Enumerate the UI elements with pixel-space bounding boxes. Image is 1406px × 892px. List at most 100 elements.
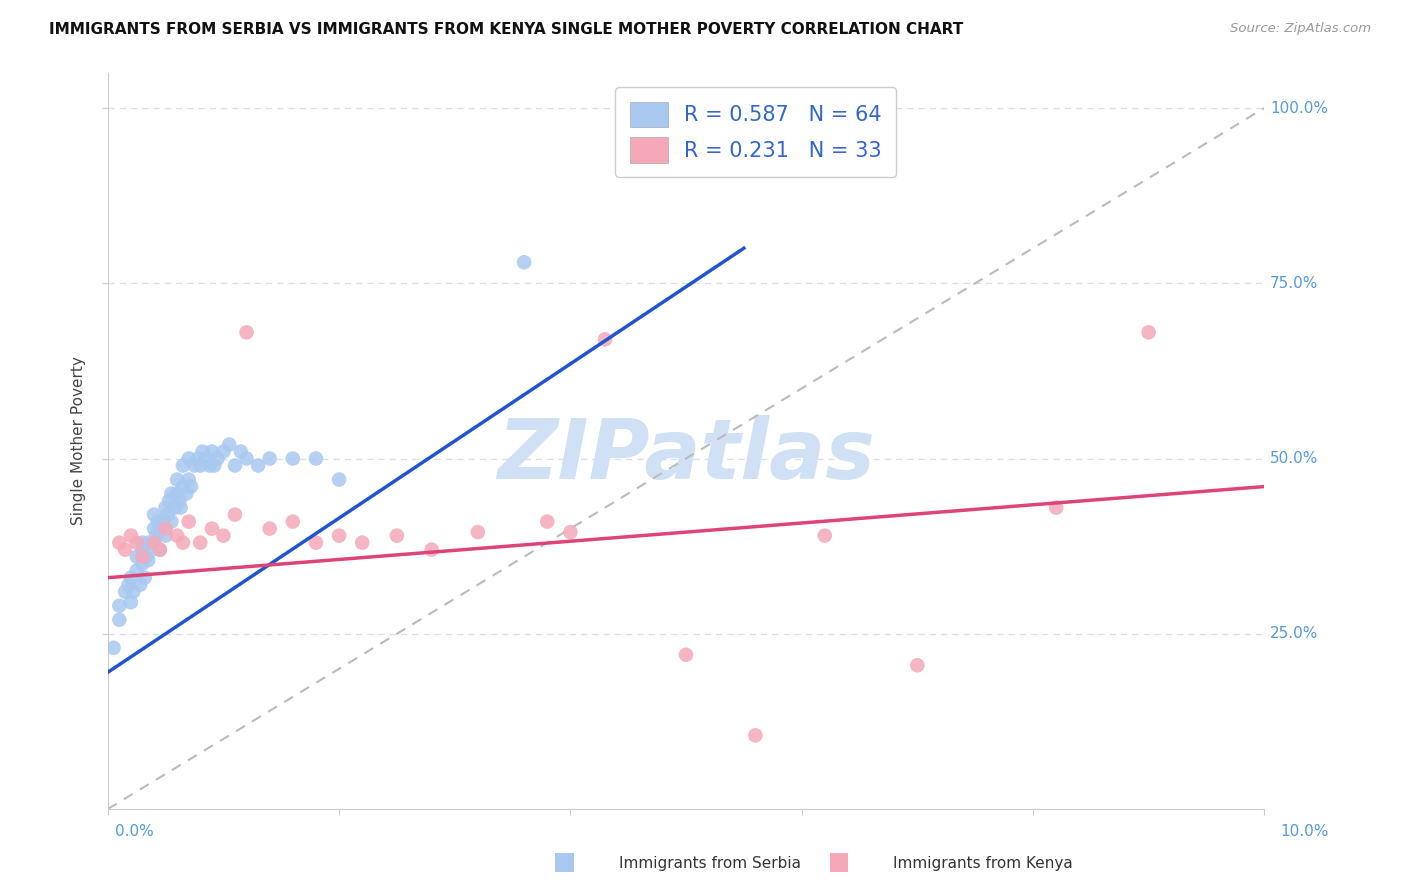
Point [352, 535, 374, 549]
Point [143, 535, 166, 549]
Point [188, 535, 211, 549]
Point [195, 451, 218, 466]
Point [420, 542, 443, 557]
Point [675, 648, 697, 662]
Point [224, 458, 246, 473]
Point [744, 728, 766, 742]
Point [114, 584, 136, 599]
Point [160, 486, 183, 500]
Point [187, 451, 209, 466]
Point [136, 535, 159, 549]
Point [149, 542, 172, 557]
Point [281, 451, 304, 466]
Text: Immigrants from Kenya: Immigrants from Kenya [893, 856, 1073, 871]
Point [143, 508, 166, 522]
Point [169, 493, 191, 508]
Text: 0.0%: 0.0% [115, 824, 155, 838]
Point [235, 326, 257, 340]
Y-axis label: Single Mother Poverty: Single Mother Poverty [72, 357, 86, 525]
Point [117, 577, 139, 591]
Point [157, 493, 180, 508]
Point [152, 515, 174, 529]
Point [235, 451, 257, 466]
Point [1045, 500, 1067, 515]
Point [172, 479, 194, 493]
Point [188, 458, 211, 473]
Legend: R = 0.587   N = 64, R = 0.231   N = 33: R = 0.587 N = 64, R = 0.231 N = 33 [616, 87, 897, 178]
Point [207, 451, 229, 466]
Text: Source: ZipAtlas.com: Source: ZipAtlas.com [1230, 22, 1371, 36]
Point [1137, 326, 1160, 340]
Point [156, 508, 179, 522]
Point [135, 549, 157, 564]
Point [125, 549, 148, 564]
Point [177, 515, 200, 529]
Point [201, 444, 224, 458]
Point [131, 535, 153, 549]
Point [247, 458, 270, 473]
Point [160, 515, 183, 529]
Point [176, 486, 198, 500]
Point [305, 451, 328, 466]
Point [281, 515, 304, 529]
Point [166, 528, 188, 542]
Point [218, 437, 240, 451]
Point [560, 525, 582, 540]
Point [212, 528, 235, 542]
Text: Immigrants from Serbia: Immigrants from Serbia [619, 856, 800, 871]
Point [259, 522, 281, 536]
Point [191, 444, 214, 458]
Text: 75.0%: 75.0% [1270, 276, 1319, 291]
Point [166, 486, 188, 500]
Point [131, 557, 153, 571]
Point [155, 522, 177, 536]
Text: 100.0%: 100.0% [1270, 101, 1329, 116]
Text: 25.0%: 25.0% [1270, 626, 1319, 641]
Point [143, 522, 166, 536]
Point [172, 535, 194, 549]
Point [134, 571, 156, 585]
Text: 10.0%: 10.0% [1281, 824, 1329, 838]
Point [149, 542, 172, 557]
Point [108, 599, 131, 613]
Point [201, 522, 224, 536]
Point [120, 595, 142, 609]
Point [155, 500, 177, 515]
Point [131, 542, 153, 557]
Point [146, 515, 169, 529]
Text: 50.0%: 50.0% [1270, 451, 1319, 466]
Point [259, 451, 281, 466]
Point [177, 451, 200, 466]
Point [593, 332, 616, 346]
Point [122, 584, 145, 599]
Point [224, 508, 246, 522]
Point [328, 473, 350, 487]
Point [108, 535, 131, 549]
Point [155, 528, 177, 542]
Point [177, 473, 200, 487]
Point [141, 542, 163, 557]
Point [125, 535, 148, 549]
Point [305, 535, 328, 549]
Point [108, 613, 131, 627]
Point [125, 564, 148, 578]
Point [467, 525, 489, 540]
Point [129, 577, 152, 591]
Point [229, 444, 252, 458]
Point [136, 553, 159, 567]
Point [143, 535, 166, 549]
Point [145, 528, 167, 542]
Point [198, 458, 221, 473]
Text: IMMIGRANTS FROM SERBIA VS IMMIGRANTS FROM KENYA SINGLE MOTHER POVERTY CORRELATIO: IMMIGRANTS FROM SERBIA VS IMMIGRANTS FRO… [49, 22, 963, 37]
Point [172, 458, 194, 473]
Point [103, 640, 125, 655]
Point [169, 500, 191, 515]
Point [183, 458, 205, 473]
Point [814, 528, 837, 542]
Point [120, 528, 142, 542]
Point [114, 542, 136, 557]
Point [149, 522, 172, 536]
Point [131, 549, 153, 564]
Point [212, 444, 235, 458]
Point [180, 479, 202, 493]
